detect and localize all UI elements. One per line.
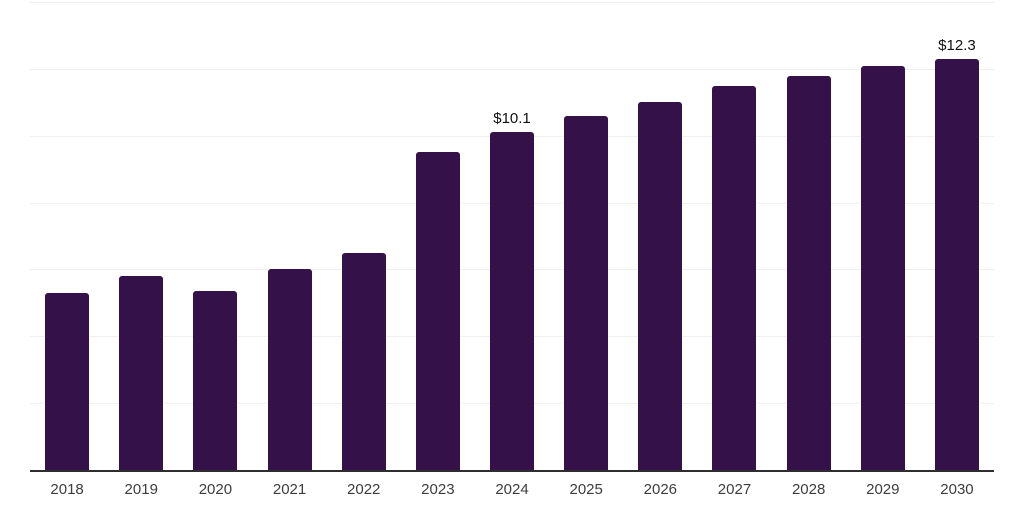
x-tick-2018: 2018	[50, 481, 84, 498]
bar-value-label-2024: $10.1	[493, 110, 531, 128]
bar-2018	[45, 292, 90, 470]
bar-slot-2022	[327, 2, 401, 470]
bar-2026	[638, 102, 683, 470]
bar-slot-2027	[697, 2, 771, 470]
bar-2025	[564, 115, 609, 470]
bar-slot-2026	[623, 2, 697, 470]
x-tick-2030: 2030	[940, 481, 974, 498]
bar-2029	[860, 65, 905, 470]
bar-slot-2021	[252, 2, 326, 470]
bar-slot-2023	[401, 2, 475, 470]
bar-slot-2028	[772, 2, 846, 470]
bars-group: $10.1 $12.3	[30, 2, 994, 470]
x-tick-2023: 2023	[421, 481, 455, 498]
bar-2023	[415, 152, 460, 470]
bar-slot-2029	[846, 2, 920, 470]
x-tick-2019: 2019	[124, 481, 158, 498]
gridline-y-12	[30, 68, 994, 70]
bar-slot-2019	[104, 2, 178, 470]
bar-slot-2025	[549, 2, 623, 470]
x-tick-2025: 2025	[569, 481, 603, 498]
plot-area: $10.1 $12.3	[30, 2, 994, 472]
x-tick-2024: 2024	[495, 481, 529, 498]
bar-2020	[193, 291, 238, 470]
bar-2027	[712, 85, 757, 470]
gridline-y-14	[30, 2, 994, 3]
x-axis-line	[30, 470, 994, 472]
bar-2022	[341, 252, 386, 470]
bar-2030	[934, 58, 979, 470]
x-tick-2022: 2022	[347, 481, 381, 498]
x-tick-2028: 2028	[791, 481, 826, 498]
x-axis-tick-labels: 2018 2019 2020 2021 2022 2023 2024 2025 2026 2027…	[30, 481, 994, 499]
x-tick-2027: 2027	[717, 481, 752, 498]
x-tick-2021: 2021	[272, 481, 307, 498]
bar-2028	[786, 75, 831, 470]
x-tick-2020: 2020	[198, 481, 233, 498]
bar-slot-2030: $12.3	[920, 2, 994, 470]
bar-2024	[490, 132, 535, 470]
bar-slot-2024: $10.1	[475, 2, 549, 470]
x-tick-2029: 2029	[866, 481, 900, 498]
bar-slot-2018	[30, 2, 104, 470]
bar-slot-2020	[178, 2, 252, 470]
bar-value-label-2030: $12.3	[938, 36, 976, 54]
bar-2019	[119, 276, 164, 470]
x-tick-2026: 2026	[643, 481, 678, 498]
bar-2021	[267, 269, 312, 470]
